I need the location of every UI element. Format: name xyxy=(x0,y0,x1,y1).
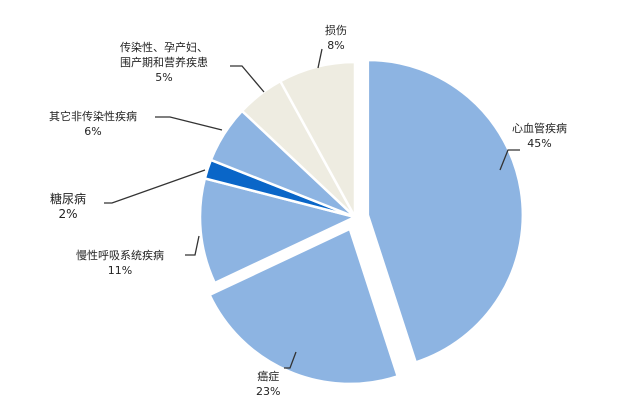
label-cancer: 癌症 23% xyxy=(256,369,280,399)
slice-label: 糖尿病 xyxy=(50,192,87,206)
pie-slice-1 xyxy=(207,227,400,386)
label-diabetes: 糖尿病 2% xyxy=(50,192,86,222)
slice-label-line1: 传染性、孕产妇、 xyxy=(120,41,208,54)
label-respiratory: 慢性呼吸系统疾病 11% xyxy=(76,248,164,278)
leader-line-respiratory xyxy=(185,235,200,256)
label-infectious: 传染性、孕产妇、 围产期和营养疾患 5% xyxy=(120,40,208,85)
label-other-ncd: 其它非传染性疾病 6% xyxy=(49,109,137,139)
leader-line-other-ncd xyxy=(155,116,223,131)
slice-label-line2: 围产期和营养疾患 xyxy=(120,56,208,69)
leader-line-diabetes xyxy=(104,169,206,204)
pie-slice-2 xyxy=(198,176,359,285)
slice-label: 慢性呼吸系统疾病 xyxy=(76,249,164,262)
leader-line-cancer xyxy=(284,351,297,369)
data-label: 2% xyxy=(58,207,78,221)
data-label: 11% xyxy=(107,264,133,277)
pie-slice-6 xyxy=(278,60,357,218)
pie-slice-0 xyxy=(366,58,525,364)
data-label: 45% xyxy=(527,137,552,150)
leader-line-infectious xyxy=(230,65,265,93)
data-label: 23% xyxy=(256,385,281,398)
data-label: 5% xyxy=(155,71,173,84)
label-injury: 损伤 8% xyxy=(325,23,347,53)
data-label: 6% xyxy=(84,125,102,138)
slice-label: 其它非传染性疾病 xyxy=(49,110,137,123)
leader-line-injury xyxy=(317,48,323,69)
slice-label: 癌症 xyxy=(257,370,280,383)
data-label: 8% xyxy=(327,39,345,52)
leader-line-cardio xyxy=(499,149,520,171)
label-cardio: 心血管疾病 45% xyxy=(512,121,567,151)
slice-label: 心血管疾病 xyxy=(512,122,567,135)
slice-label: 损伤 xyxy=(325,24,347,37)
